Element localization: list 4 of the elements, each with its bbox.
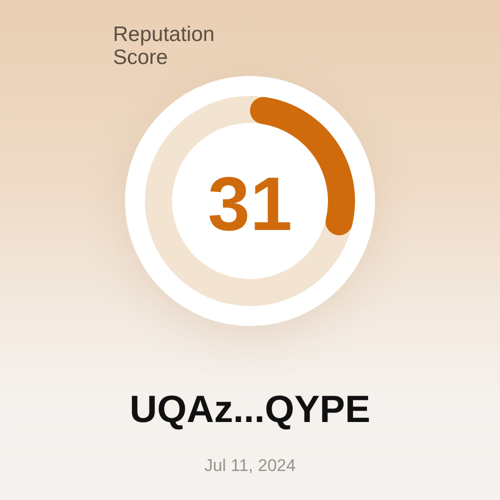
text: Jul 11, 2024 [204,456,296,475]
text: UQAz...QYPE [130,389,370,431]
text: 31 [208,162,292,247]
chart-title: Reputation Score [113,23,215,69]
